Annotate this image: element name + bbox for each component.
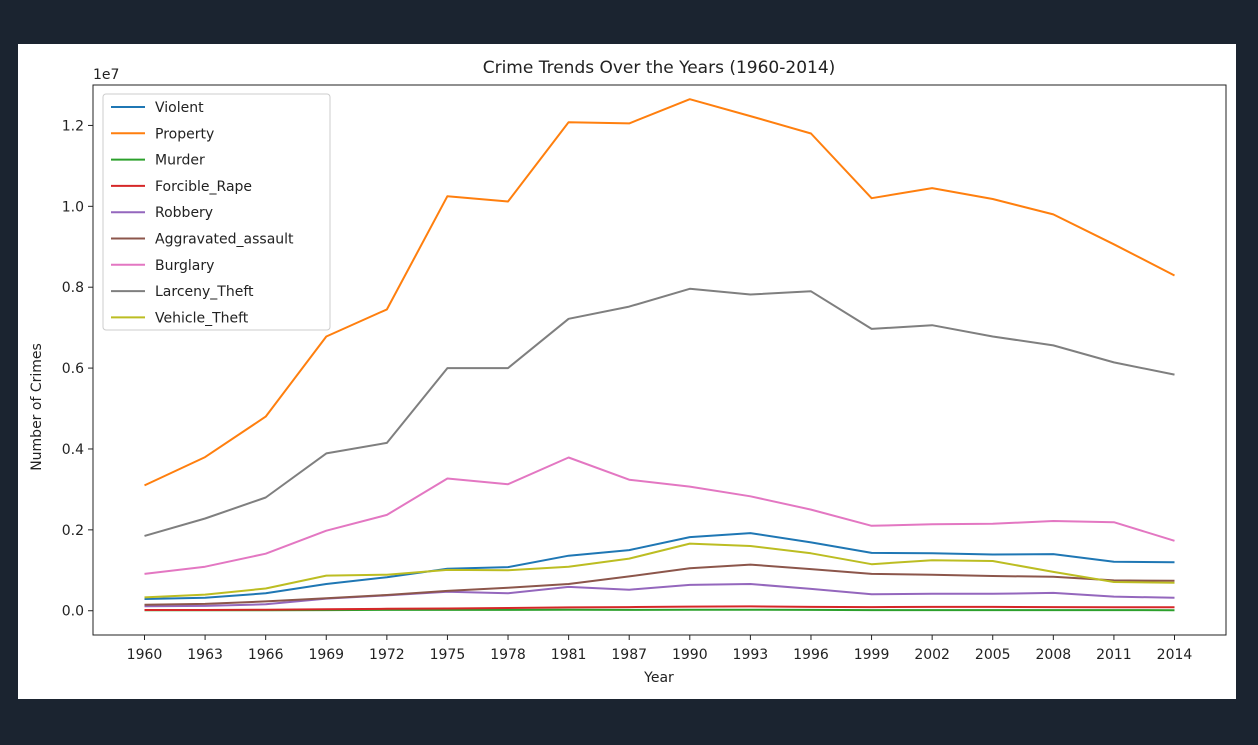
legend-label: Property xyxy=(155,126,214,142)
series-line-violent xyxy=(144,532,1175,600)
y-tick-label: 0.4 xyxy=(62,442,84,458)
x-tick-label: 1978 xyxy=(490,647,526,663)
x-tick-label: 2014 xyxy=(1157,647,1193,663)
plot-area-frame xyxy=(92,84,1227,636)
legend-label: Burglary xyxy=(155,258,214,274)
series-line-burglary xyxy=(144,456,1175,575)
x-tick-label: 1966 xyxy=(248,647,284,663)
x-tick-label: 2008 xyxy=(1036,647,1072,663)
x-tick-label: 1981 xyxy=(551,647,587,663)
x-tick-label: 1969 xyxy=(308,647,344,663)
x-tick-label: 1999 xyxy=(854,647,890,663)
line-chart: Crime Trends Over the Years (1960-2014) … xyxy=(29,58,1227,686)
series-line-forcible-rape xyxy=(144,605,1175,611)
legend: Violent Property Murder Forcible_Rape Robber… xyxy=(102,93,331,331)
legend-label: Aggravated_assault xyxy=(155,232,294,248)
y-tick-label: 0.8 xyxy=(62,280,84,296)
y-tick-label: 0.0 xyxy=(62,604,84,620)
x-tick-label: 1990 xyxy=(672,647,708,663)
x-tick-label: 1975 xyxy=(430,647,466,663)
series-line-larceny-theft xyxy=(144,287,1175,537)
x-tick-label: 2011 xyxy=(1096,647,1132,663)
x-tick-label: 2005 xyxy=(975,647,1011,663)
x-tick-label: 2002 xyxy=(914,647,950,663)
y-tick-label: 1.0 xyxy=(62,199,84,215)
legend-box xyxy=(102,93,331,331)
x-tick-label: 1996 xyxy=(793,647,829,663)
legend-label: Murder xyxy=(155,153,205,169)
x-tick-label: 1987 xyxy=(611,647,647,663)
series-line-property xyxy=(144,98,1175,487)
chart-title: Crime Trends Over the Years (1960-2014) xyxy=(483,58,836,78)
x-tick-label: 1963 xyxy=(187,647,223,663)
series-line-aggravated-assault xyxy=(144,563,1175,606)
y-axis-ticks: 0.0 0.2 0.4 0.6 0.8 1.0 1.2 xyxy=(62,118,93,620)
y-axis-label: Number of Crimes xyxy=(29,343,45,471)
y-tick-label: 0.6 xyxy=(62,361,84,377)
x-tick-label: 1972 xyxy=(369,647,405,663)
x-tick-label: 1993 xyxy=(733,647,769,663)
series-line-vehicle-theft xyxy=(144,542,1175,599)
y-tick-label: 0.2 xyxy=(62,523,84,539)
x-axis-label: Year xyxy=(643,670,674,686)
legend-label: Robbery xyxy=(155,205,213,221)
y-tick-label: 1.2 xyxy=(62,118,84,134)
x-tick-label: 1960 xyxy=(127,647,163,663)
legend-label: Violent xyxy=(155,100,204,116)
legend-label: Forcible_Rape xyxy=(155,179,252,195)
legend-label: Larceny_Theft xyxy=(155,284,254,300)
legend-label: Vehicle_Theft xyxy=(155,310,249,326)
chart-figure: Crime Trends Over the Years (1960-2014) … xyxy=(18,44,1236,699)
series-lines xyxy=(144,98,1175,612)
y-axis-offset-label: 1e7 xyxy=(93,67,119,83)
x-axis-ticks: 1960 1963 1966 1969 1972 1975 1978 1981 1987 1990… xyxy=(127,635,1193,663)
